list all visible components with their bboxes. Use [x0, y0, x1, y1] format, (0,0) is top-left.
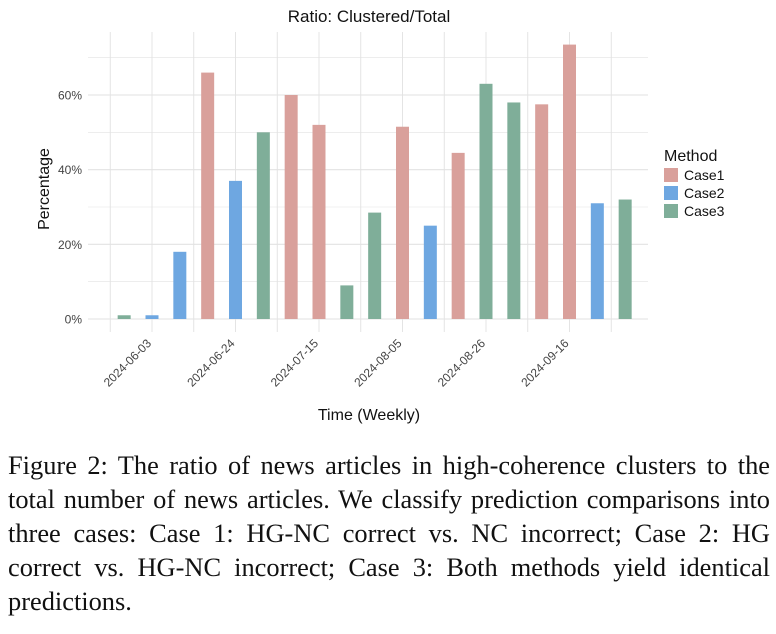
bar-chart: Ratio: Clustered/Total 0% 20% 40% 60% 2024-…	[36, 7, 725, 424]
x-tick-label: 2024-06-24	[184, 336, 238, 390]
bar-case3	[368, 212, 382, 319]
legend-title: Method	[664, 148, 717, 165]
y-axis-label: Percentage	[36, 148, 53, 230]
legend-swatch-case1	[664, 168, 678, 182]
bar-case3	[117, 315, 131, 319]
bar-case3	[507, 102, 521, 319]
bar-case2	[423, 225, 437, 319]
x-tick-label: 2024-08-05	[351, 336, 405, 390]
bar-case3	[256, 132, 270, 319]
bars	[117, 44, 632, 319]
x-tick-label: 2024-06-03	[101, 336, 155, 390]
bar-case2	[590, 203, 604, 319]
bar-case2	[229, 180, 242, 319]
x-tick-label: 2024-07-15	[268, 336, 322, 390]
legend-swatch-case3	[664, 204, 678, 218]
bar-case3	[479, 83, 493, 319]
bar-case1	[284, 95, 298, 319]
bar-case2	[173, 251, 187, 319]
y-tick-label: 40%	[58, 163, 82, 177]
y-axis-ticks: 0% 20% 40% 60%	[58, 89, 82, 327]
bar-case1	[535, 104, 549, 319]
legend-swatch-case2	[664, 186, 678, 200]
x-axis-label: Time (Weekly)	[318, 407, 420, 424]
bar-case1	[201, 72, 215, 319]
x-axis-ticks: 2024-06-03 2024-06-24 2024-07-15 2024-08-05…	[101, 336, 572, 390]
y-tick-label: 60%	[58, 89, 82, 103]
legend-label-case1: Case1	[684, 167, 725, 183]
chart-title: Ratio: Clustered/Total	[288, 7, 451, 26]
bar-case1	[563, 44, 576, 319]
legend-label-case3: Case3	[684, 203, 725, 219]
legend: Method Case1 Case2 Case3	[664, 148, 725, 219]
x-tick-label: 2024-09-16	[518, 336, 572, 390]
bar-case3	[618, 199, 632, 319]
bar-case2	[145, 315, 159, 319]
y-tick-label: 20%	[58, 238, 82, 252]
bar-case1	[396, 126, 409, 319]
x-tick-label: 2024-08-26	[435, 336, 489, 390]
legend-label-case2: Case2	[684, 185, 725, 201]
bar-case3	[340, 285, 354, 319]
bar-case1	[451, 152, 465, 319]
y-tick-label: 0%	[65, 313, 83, 327]
bar-case1	[312, 124, 326, 319]
figure-caption: Figure 2: The ratio of news articles in …	[8, 450, 770, 616]
